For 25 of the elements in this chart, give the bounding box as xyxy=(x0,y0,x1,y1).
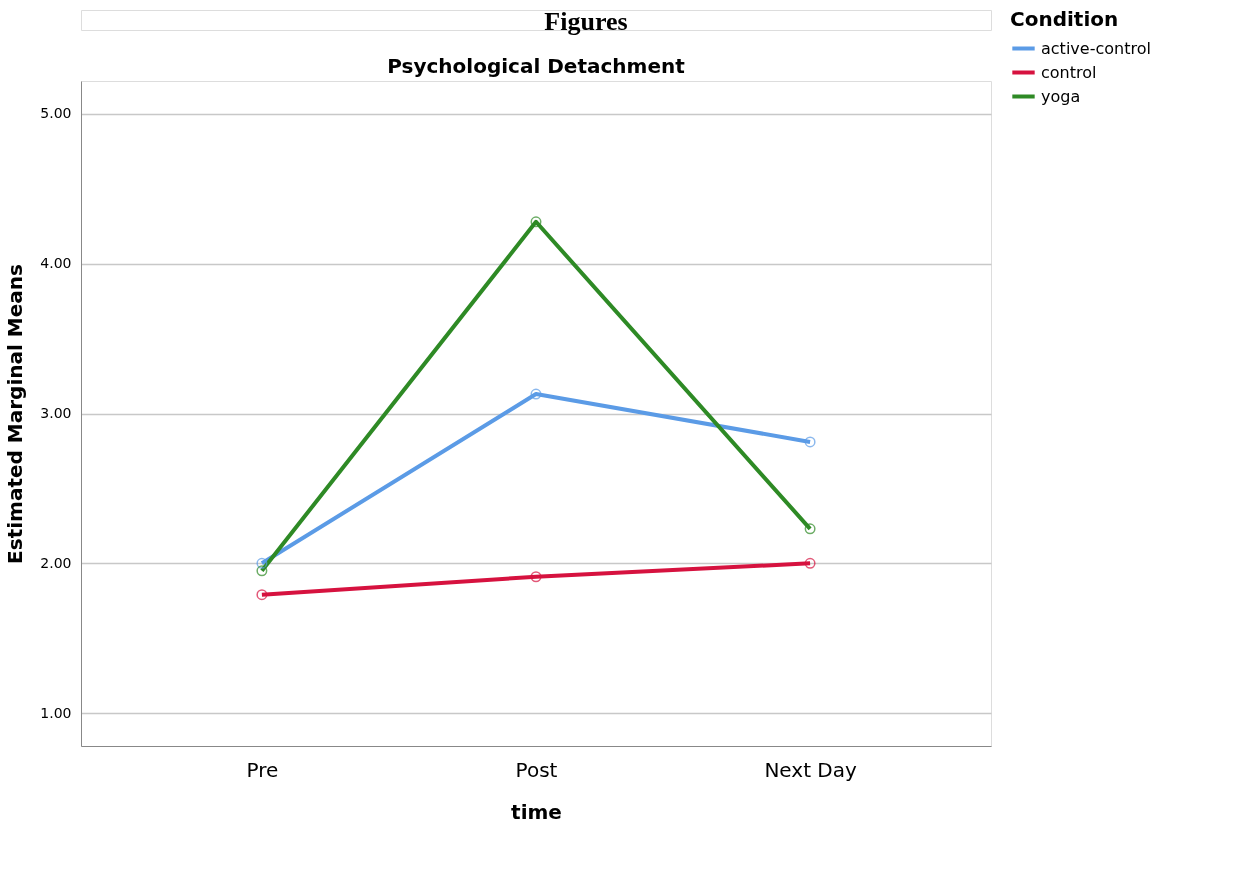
legend-label: active-control xyxy=(1041,38,1151,58)
legend-label: control xyxy=(1041,62,1097,82)
point xyxy=(530,571,542,583)
x-tick-label: Pre xyxy=(246,757,279,782)
y-tick-label: 3.00 xyxy=(40,405,72,421)
text: Figures xyxy=(544,7,628,36)
point xyxy=(256,589,268,601)
x-tick-label: Post xyxy=(515,757,558,782)
y-tick-label: 1.00 xyxy=(40,704,72,721)
x-tick-label: Next Day xyxy=(764,757,857,782)
point xyxy=(256,565,268,577)
point xyxy=(256,557,268,569)
legend-label: yoga xyxy=(1041,86,1081,106)
point xyxy=(530,216,542,228)
point xyxy=(804,557,816,569)
point xyxy=(804,436,816,448)
chart-title: Psychological Detachment xyxy=(387,54,686,78)
y-tick-label: 2.00 xyxy=(40,554,72,571)
y-tick-label: 5.00 xyxy=(40,105,72,122)
x-axis-title: time xyxy=(511,799,562,824)
point xyxy=(530,388,542,400)
point xyxy=(804,523,816,535)
legend-title: Condition xyxy=(1010,7,1119,31)
y-axis-title: Estimated Marginal Means xyxy=(3,264,28,564)
y-tick-label: 4.00 xyxy=(40,255,72,272)
